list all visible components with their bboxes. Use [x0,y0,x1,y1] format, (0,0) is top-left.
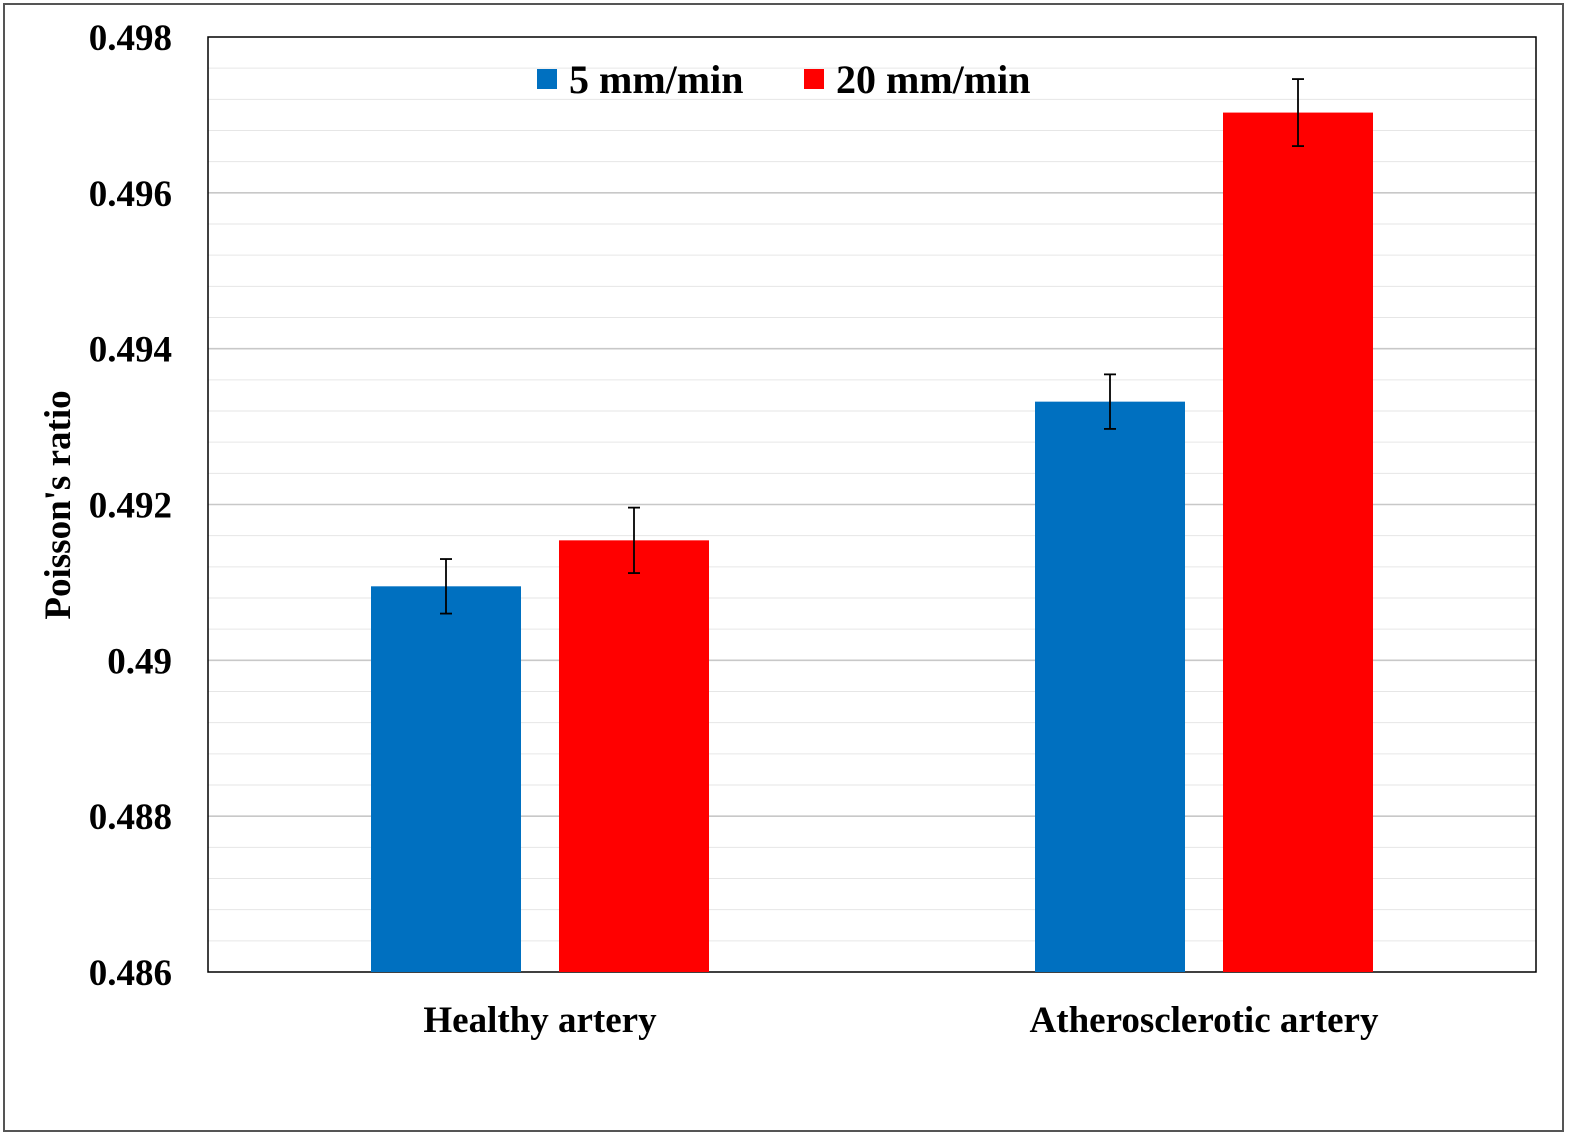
legend-swatch [804,69,824,89]
y-axis-title: Poisson's ratio [38,390,79,619]
bar-0-0 [371,586,521,972]
y-tick-label: 0.49 [107,641,172,682]
error-bars [440,78,1304,615]
y-tick-label: 0.496 [89,174,172,215]
x-category-label: Atherosclerotic artery [1030,1000,1379,1041]
bar-0-1 [559,540,709,972]
y-tick-labels: 0.486 0.488 0.49 0.492 0.494 0.496 0.498 [89,18,172,994]
legend-label: 20 mm/min [836,57,1030,102]
bars [371,112,1373,973]
bar-1-1 [1223,112,1373,973]
x-category-labels: Healthy artery Atherosclerotic artery [423,1000,1379,1041]
y-tick-label: 0.486 [89,953,172,994]
bar-1-0 [1035,401,1185,972]
y-tick-label: 0.494 [89,330,172,371]
x-category-label: Healthy artery [423,1000,657,1041]
plot-area-border [207,36,1537,973]
legend-label: 5 mm/min [569,57,743,102]
y-tick-label: 0.488 [89,797,172,838]
y-tick-label: 0.492 [89,486,172,527]
legend-swatch [537,69,557,89]
y-tick-label: 0.498 [89,18,172,59]
legend: 5 mm/min 20 mm/min [537,57,1030,102]
